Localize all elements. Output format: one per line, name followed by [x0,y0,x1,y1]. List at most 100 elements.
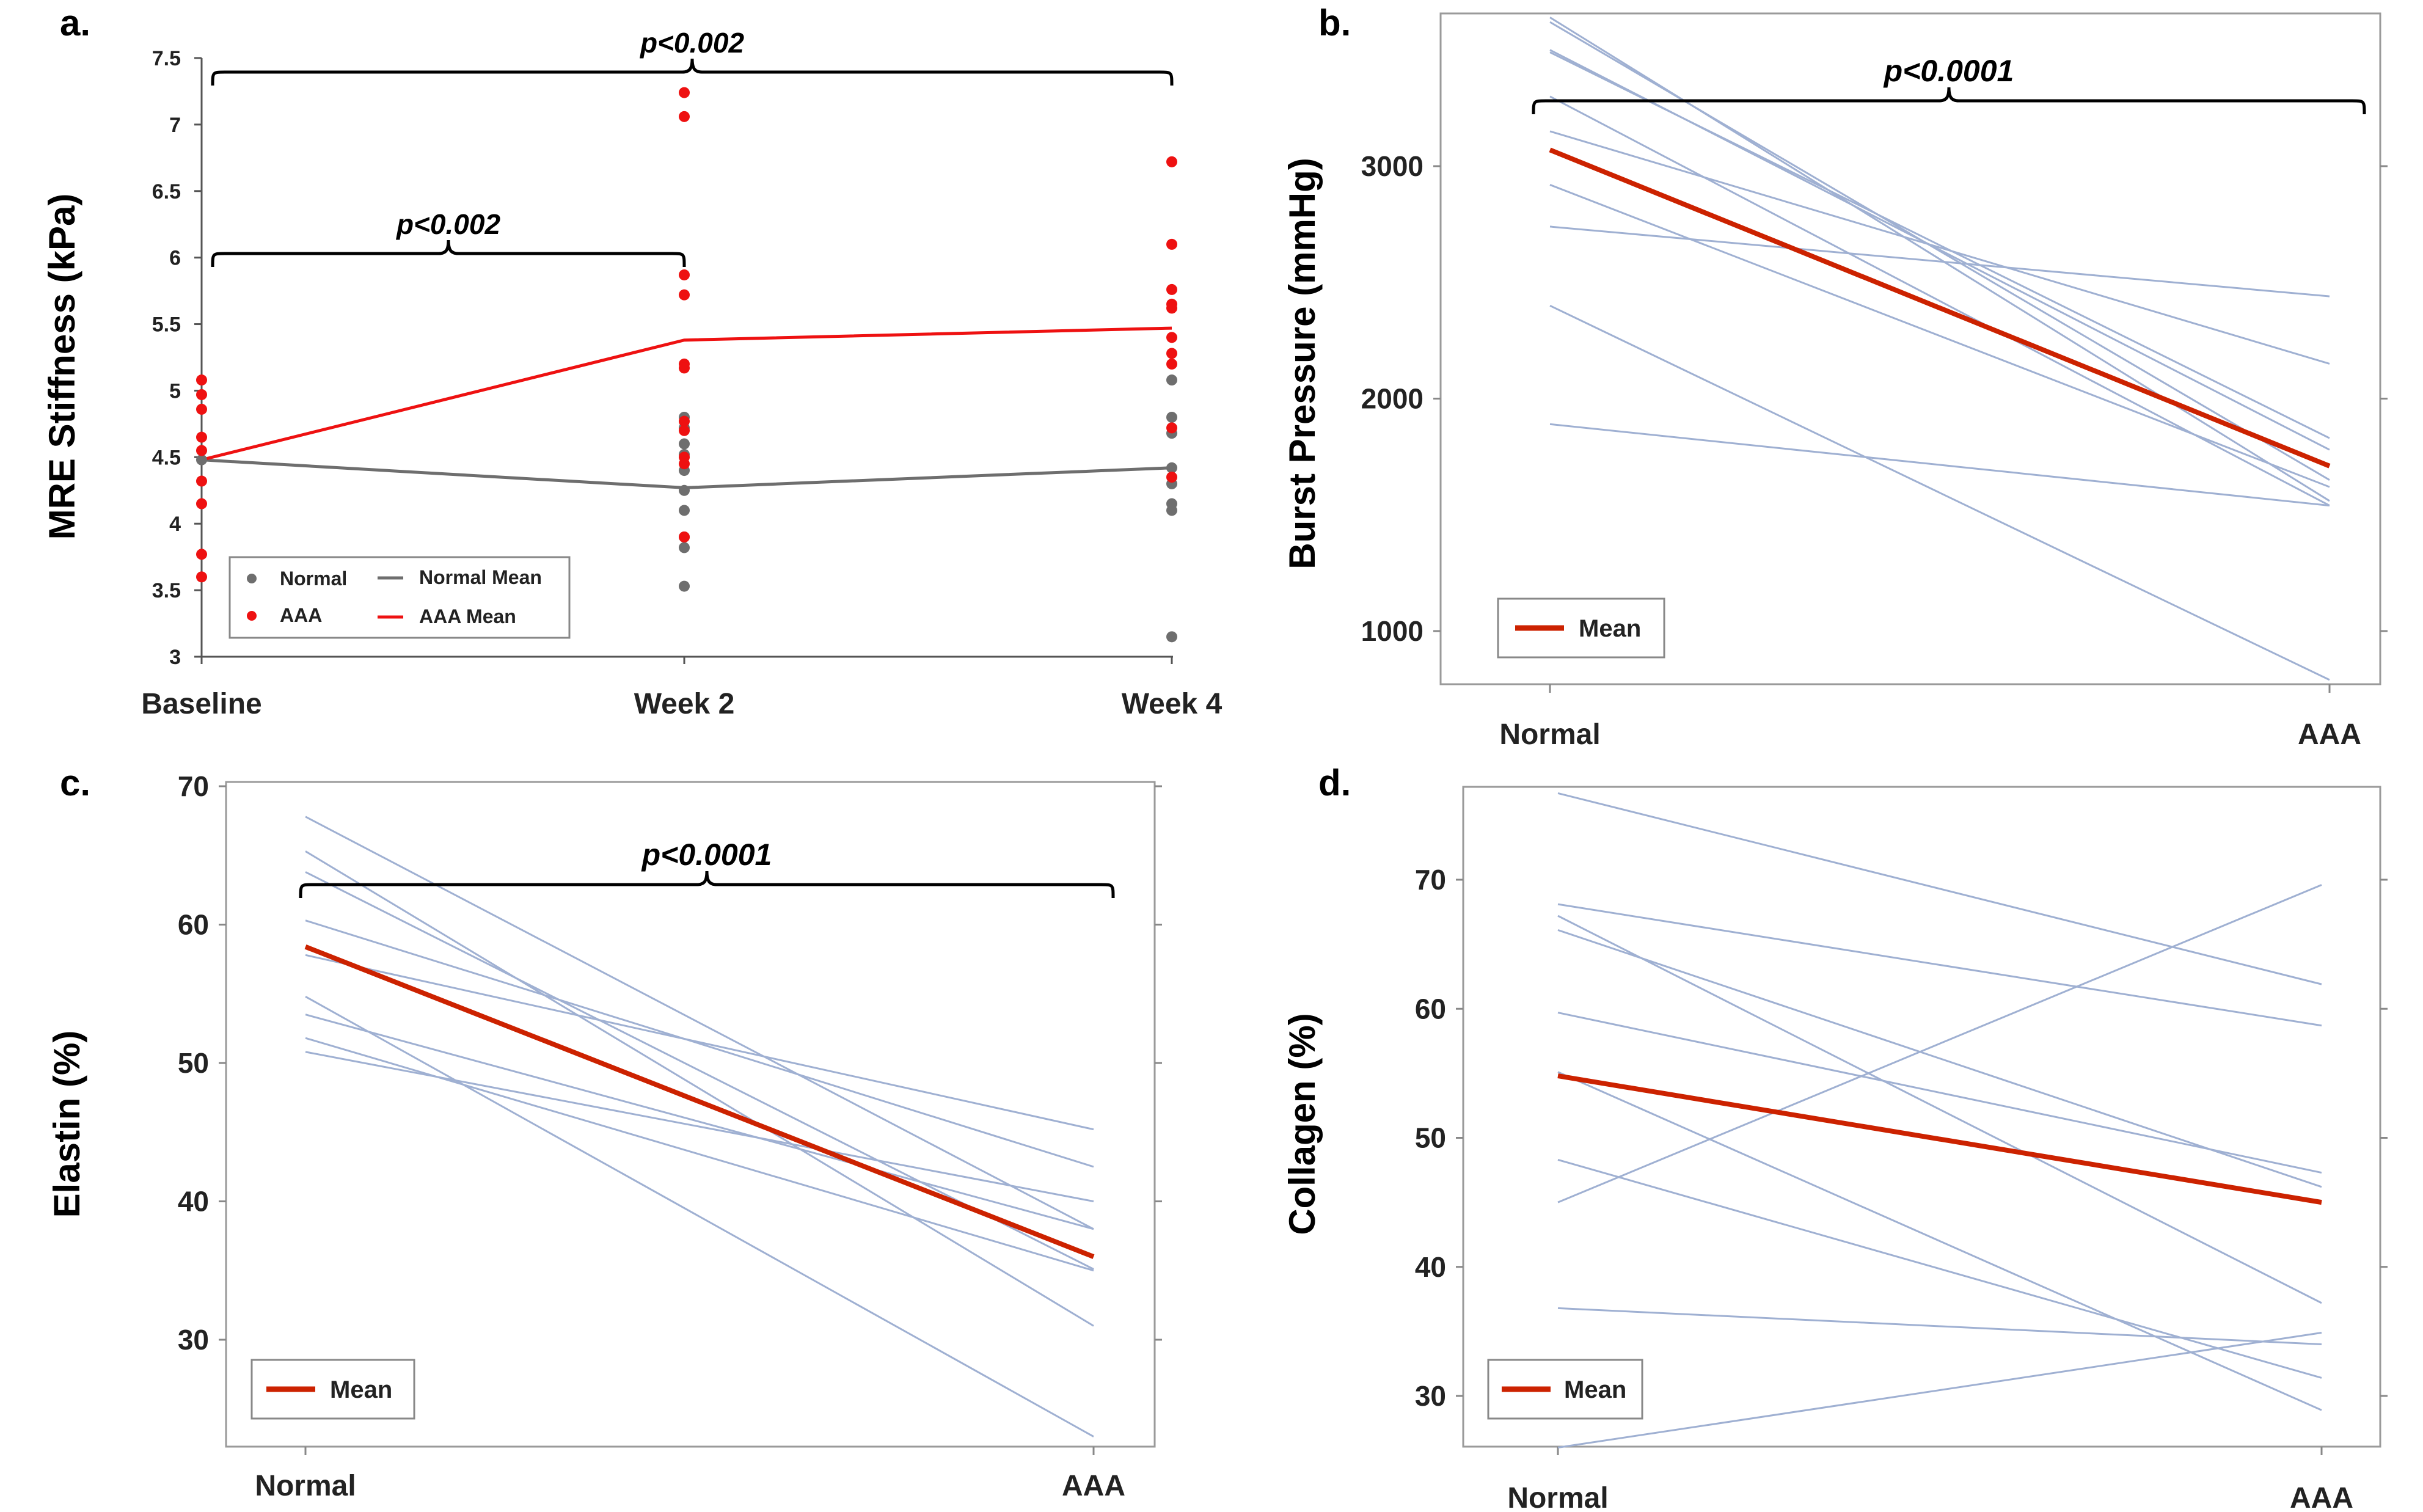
bracket-baseline-week4 [211,58,1174,86]
legend-normal-label: Normal [280,568,347,590]
y-tick-label: 4 [169,513,181,536]
individual-line [305,919,1094,1168]
plot-frame [225,781,1156,1448]
x-category-label: Baseline [141,688,261,720]
panel-b-category-labels: Normal AAA [1499,718,2361,751]
individual-line [305,995,1094,1437]
aaa-point [196,389,207,400]
y-tick-label: 60 [178,909,209,941]
y-tick-label: 7 [169,114,181,137]
individual-line [305,1013,1094,1230]
aaa-point [196,498,207,509]
y-tick-label: 50 [178,1047,209,1079]
individual-line [305,1051,1094,1202]
individual-line [305,954,1094,1131]
aaa-point [679,269,690,280]
individual-line [1549,21,2330,481]
normal-point [679,505,690,516]
y-tick-label: 7.5 [152,47,181,70]
individual-line [1557,929,2322,1188]
y-tick-label: 30 [178,1324,209,1356]
y-tick-label: 3.5 [152,579,181,602]
y-tick-label: 3000 [1361,150,1423,182]
legend-mean-label: Mean [330,1376,392,1403]
panel-b-ylabel: Burst Pressure (mmHg) [1282,158,1323,569]
aaa-point [1166,422,1177,434]
panel-c-legend: Mean [250,1359,415,1420]
normal-point [1166,631,1177,643]
individual-line [1549,225,2330,298]
aaa-point [679,289,690,301]
panel-c-axes [219,781,1162,1455]
panel-b-ytick-labels: 1000 2000 3000 [1361,150,1423,647]
aaa-point [679,458,690,470]
individual-line [1557,1071,2322,1411]
aaa-point [196,475,207,487]
y-tick-label: 70 [1415,864,1446,896]
aaa-point [1166,472,1177,483]
individual-line [1557,792,2322,985]
normal-point [679,484,690,496]
panel-c-label: c. [60,762,90,803]
aaa-point [196,374,207,386]
legend-aaa-marker [247,611,257,621]
aaa-point [1166,238,1177,250]
bracket-baseline-week2 [211,239,686,268]
individual-line [305,816,1094,1230]
individual-line [1549,95,2330,506]
plot-frame [1462,786,2381,1448]
individual-line [1549,423,2330,507]
individual-line [1557,1332,2322,1448]
y-tick-label: 40 [178,1186,209,1218]
y-tick-label: 40 [1415,1251,1446,1283]
aaa-point [1166,358,1177,370]
legend-aaa-label: AAA [280,604,322,626]
x-category-label: Normal [1507,1482,1608,1512]
y-tick-label: 6 [169,247,181,270]
normal-point [1166,505,1177,516]
bracket-baseline-week4-label: p<0.002 [639,27,744,59]
panel-d-axes [1456,786,2388,1455]
y-tick-label: 4.5 [152,446,181,469]
y-tick-label: 6.5 [152,180,181,203]
legend-mean-label: Mean [1564,1376,1626,1403]
aaa-point [1166,302,1177,314]
individual-line [1557,1012,2322,1174]
x-category-label: Normal [1499,718,1600,751]
legend-box [228,556,571,639]
normal-point [679,438,690,450]
panel-c-category-labels: Normal AAA [255,1470,1125,1502]
panel-c: c. Elastin (%) 30 40 50 60 70 Normal AAA p<0.… [46,762,1162,1502]
panel-b-axes [1433,12,2388,693]
legend-aaa-mean-label: AAA Mean [419,605,516,627]
x-category-label: AAA [2298,718,2361,751]
significance-bracket-label: p<0.0001 [1883,54,2014,88]
significance-bracket [1532,87,2366,115]
panel-d: d. Collagen (%) 30 40 50 60 70 Normal AAA Mea… [1282,762,2388,1512]
y-tick-label: 5.5 [152,313,181,337]
mean-line [304,944,1095,1259]
aaa-point [196,445,207,456]
normal-point [1166,462,1177,473]
panel-c-ytick-labels: 30 40 50 60 70 [178,770,209,1356]
panel-c-brackets: p<0.0001 [299,838,1115,899]
x-category-label: Week 4 [1122,688,1222,720]
panel-d-ytick-labels: 30 40 50 60 70 [1415,864,1446,1412]
panel-c-lines [304,816,1095,1437]
aaa-point [1166,332,1177,343]
normal-point [1166,374,1177,386]
panel-b-lines [1549,16,2331,681]
legend-normal-mean-label: Normal Mean [419,566,542,588]
aaa-point [679,111,690,122]
individual-line [1557,1307,2322,1345]
aaa-point [1166,348,1177,359]
y-tick-label: 30 [1415,1380,1446,1412]
individual-line [1549,130,2330,365]
y-tick-label: 3 [169,646,181,669]
legend-normal-marker [247,574,257,583]
individual-line [1557,1158,2322,1379]
panel-d-ylabel: Collagen (%) [1282,1013,1323,1235]
aaa-mean-line [201,326,1172,462]
x-category-label: Week 2 [634,688,735,720]
aaa-point [679,425,690,436]
